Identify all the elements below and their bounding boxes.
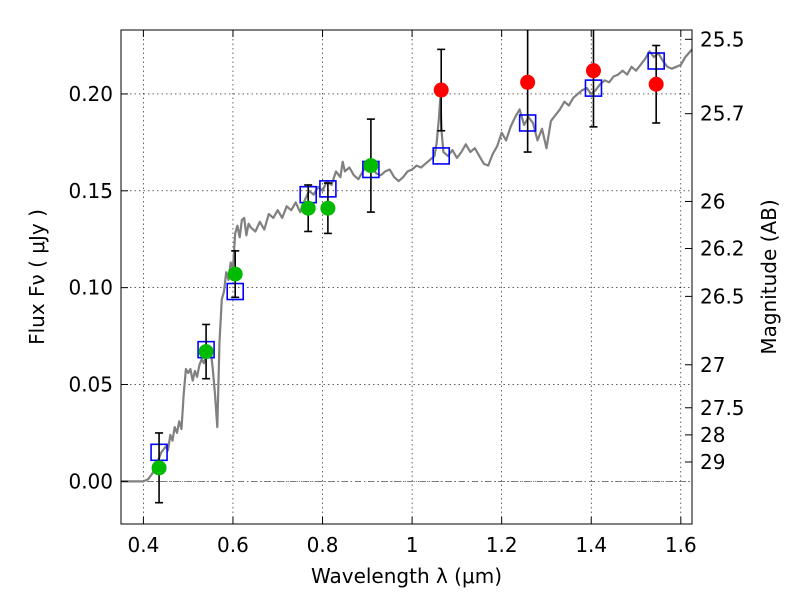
y-tick-label: 0.05 bbox=[68, 373, 113, 397]
optical-data-point bbox=[227, 266, 243, 282]
y2-tick-label: 29 bbox=[700, 450, 725, 474]
axes-frame bbox=[120, 29, 693, 525]
y-tick-label: 0.20 bbox=[68, 82, 113, 106]
x-tick-label: 1.2 bbox=[486, 533, 518, 557]
y2-tick-label: 28 bbox=[700, 423, 725, 447]
y-tick-label: 0.15 bbox=[68, 179, 113, 203]
optical-data-point bbox=[320, 200, 336, 216]
optical-data-point bbox=[151, 460, 167, 476]
y-tick-label: 0.10 bbox=[68, 276, 113, 300]
nir-data-point bbox=[585, 63, 601, 79]
y2-tick-label: 27.5 bbox=[700, 396, 745, 420]
x-tick-label: 1.6 bbox=[665, 533, 697, 557]
y2-tick-label: 25.5 bbox=[700, 27, 745, 51]
data-marks bbox=[150, 30, 665, 504]
y-tick-label: 0.00 bbox=[68, 469, 113, 493]
x-tick-label: 0.8 bbox=[307, 533, 339, 557]
y2-axis-label: Magnitude (AB) bbox=[757, 199, 781, 354]
y-axis-label: Flux Fν ( μJy ) bbox=[25, 209, 49, 345]
optical-data-point bbox=[300, 200, 316, 216]
y2-tick-label: 26 bbox=[700, 189, 725, 213]
y2-tick-label: 25.7 bbox=[700, 102, 745, 126]
axis-ticks: 0.4 0.6 0.8 1 1.2 1.4 1.6 0.00 0.05 0.10 0.15 0.20 2… bbox=[68, 27, 744, 557]
x-axis-label: Wavelength λ (μm) bbox=[311, 564, 502, 588]
optical-data-point bbox=[363, 158, 379, 174]
y2-tick-label: 26.2 bbox=[700, 237, 745, 261]
nir-data-point bbox=[648, 76, 664, 92]
nir-data-point bbox=[520, 74, 536, 90]
x-tick-label: 1.4 bbox=[575, 533, 607, 557]
y2-tick-label: 26.5 bbox=[700, 284, 745, 308]
x-tick-label: 1 bbox=[406, 533, 419, 557]
optical-data-point bbox=[198, 344, 214, 360]
model-photometry-square bbox=[432, 147, 451, 165]
x-tick-label: 0.4 bbox=[127, 533, 159, 557]
x-tick-label: 0.6 bbox=[217, 533, 249, 557]
y2-tick-label: 27 bbox=[700, 353, 725, 377]
nir-data-point bbox=[433, 82, 449, 98]
